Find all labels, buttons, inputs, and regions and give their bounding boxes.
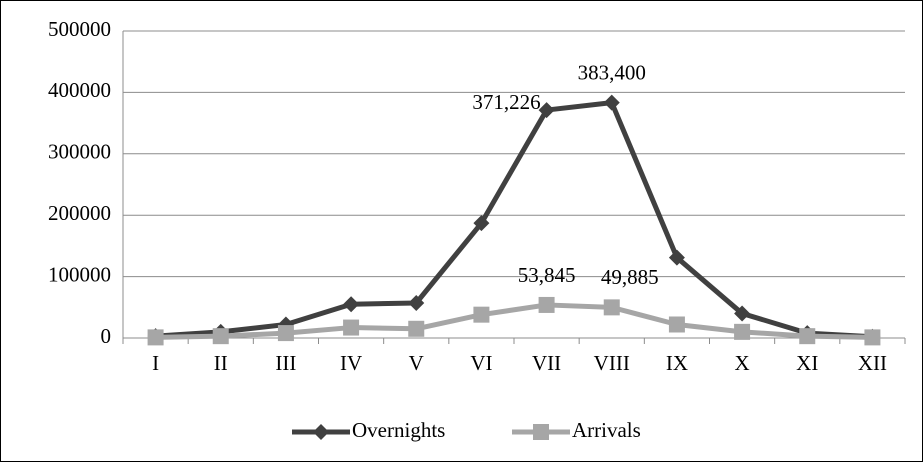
- point: [473, 215, 490, 232]
- point: [343, 319, 360, 336]
- point: [864, 329, 881, 346]
- data-label: 371,226: [472, 90, 540, 114]
- y-tick-label: 100000: [48, 262, 111, 286]
- series-line: [155, 302, 873, 340]
- point: [343, 296, 360, 313]
- point: [668, 316, 685, 333]
- x-tick-label: IX: [666, 351, 688, 375]
- x-tick-label: XI: [796, 351, 818, 375]
- data-label: 49,885: [601, 265, 659, 289]
- legend-label: Arrivals: [572, 418, 641, 442]
- point: [734, 305, 751, 322]
- x-tick-label: XII: [858, 351, 887, 375]
- point: [277, 325, 294, 342]
- point: [603, 94, 620, 111]
- x-tick-label: V: [409, 351, 424, 375]
- legend-label: Overnights: [352, 418, 445, 442]
- point: [408, 320, 425, 337]
- x-tick-label: X: [734, 351, 749, 375]
- legend-marker: [313, 424, 329, 440]
- point: [799, 328, 816, 345]
- data-label: 53,845: [518, 263, 576, 287]
- point: [212, 328, 229, 345]
- y-tick-label: 300000: [48, 140, 111, 164]
- data-label: 383,400: [578, 60, 646, 84]
- x-tick-label: III: [275, 351, 296, 375]
- series-line: [155, 100, 873, 340]
- y-tick-label: 500000: [48, 17, 111, 41]
- point: [147, 329, 164, 346]
- y-tick-label: 200000: [48, 201, 111, 225]
- point: [408, 295, 425, 312]
- x-tick-label: I: [152, 351, 159, 375]
- x-tick-label: VIII: [594, 351, 630, 375]
- point: [734, 323, 751, 340]
- point: [473, 306, 490, 323]
- point: [538, 296, 555, 313]
- y-tick-label: 400000: [48, 78, 111, 102]
- x-tick-label: VII: [532, 351, 561, 375]
- point: [538, 102, 555, 119]
- x-tick-label: IV: [340, 351, 362, 375]
- y-tick-label: 0: [101, 324, 112, 348]
- x-tick-label: VI: [470, 351, 492, 375]
- point: [668, 249, 685, 266]
- x-tick-label: II: [214, 351, 228, 375]
- legend-marker: [533, 424, 549, 440]
- point: [603, 299, 620, 316]
